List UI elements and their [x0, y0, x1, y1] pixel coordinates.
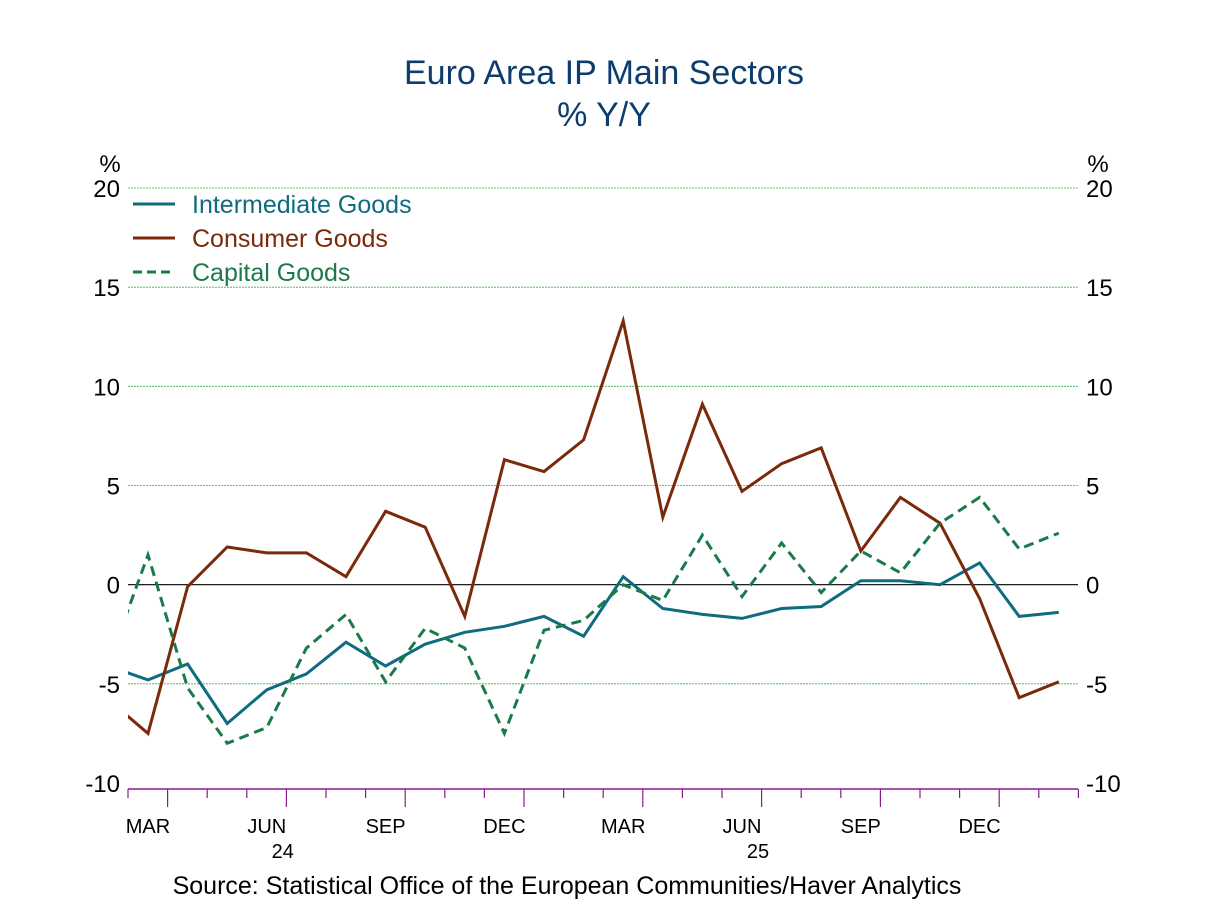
chart-title: Euro Area IP Main Sectors: [404, 54, 804, 92]
x-tick-label: JUN: [723, 816, 762, 838]
legend-label: Intermediate Goods: [192, 191, 412, 219]
x-tick-label: JUN: [247, 816, 286, 838]
y-tick-label-right: -10: [1086, 771, 1121, 798]
x-tick-label: SEP: [366, 816, 406, 838]
y-tick-label-left: -10: [85, 771, 120, 798]
x-tick-label: SEP: [841, 816, 881, 838]
x-tick-label: MAR: [601, 816, 645, 838]
series-line-consumer-goods: [128, 315, 1060, 737]
y-tick-label-right: 10: [1086, 374, 1113, 401]
y-tick-label-right: 5: [1086, 474, 1099, 501]
legend-label: Consumer Goods: [192, 225, 388, 253]
legend-label: Capital Goods: [192, 259, 350, 287]
y-tick-label-right: 15: [1086, 275, 1113, 302]
x-tick-label: MAR: [126, 816, 170, 838]
y-tick-label-right: -5: [1086, 672, 1107, 699]
chart-subtitle: % Y/Y: [557, 96, 651, 134]
y-tick-label-right: 0: [1086, 573, 1099, 600]
y-tick-label-left: 0: [107, 573, 120, 600]
series-line-intermediate-goods: [128, 560, 1059, 726]
source-note: Source: Statistical Office of the Europe…: [173, 872, 962, 900]
x-year-label: 24: [272, 841, 294, 863]
x-tick-label: DEC: [958, 816, 1000, 838]
y-tick-label-left: 5: [107, 474, 120, 501]
y-axis-unit-right: %: [1087, 151, 1108, 178]
y-tick-label-left: 10: [93, 374, 120, 401]
x-tick-label: DEC: [483, 816, 525, 838]
y-tick-label-left: -5: [99, 672, 120, 699]
y-tick-label-right: 20: [1086, 176, 1113, 203]
y-axis-unit-left: %: [99, 151, 120, 178]
x-year-label: 25: [747, 841, 769, 863]
y-tick-label-left: 20: [93, 176, 120, 203]
y-tick-label-left: 15: [93, 275, 120, 302]
